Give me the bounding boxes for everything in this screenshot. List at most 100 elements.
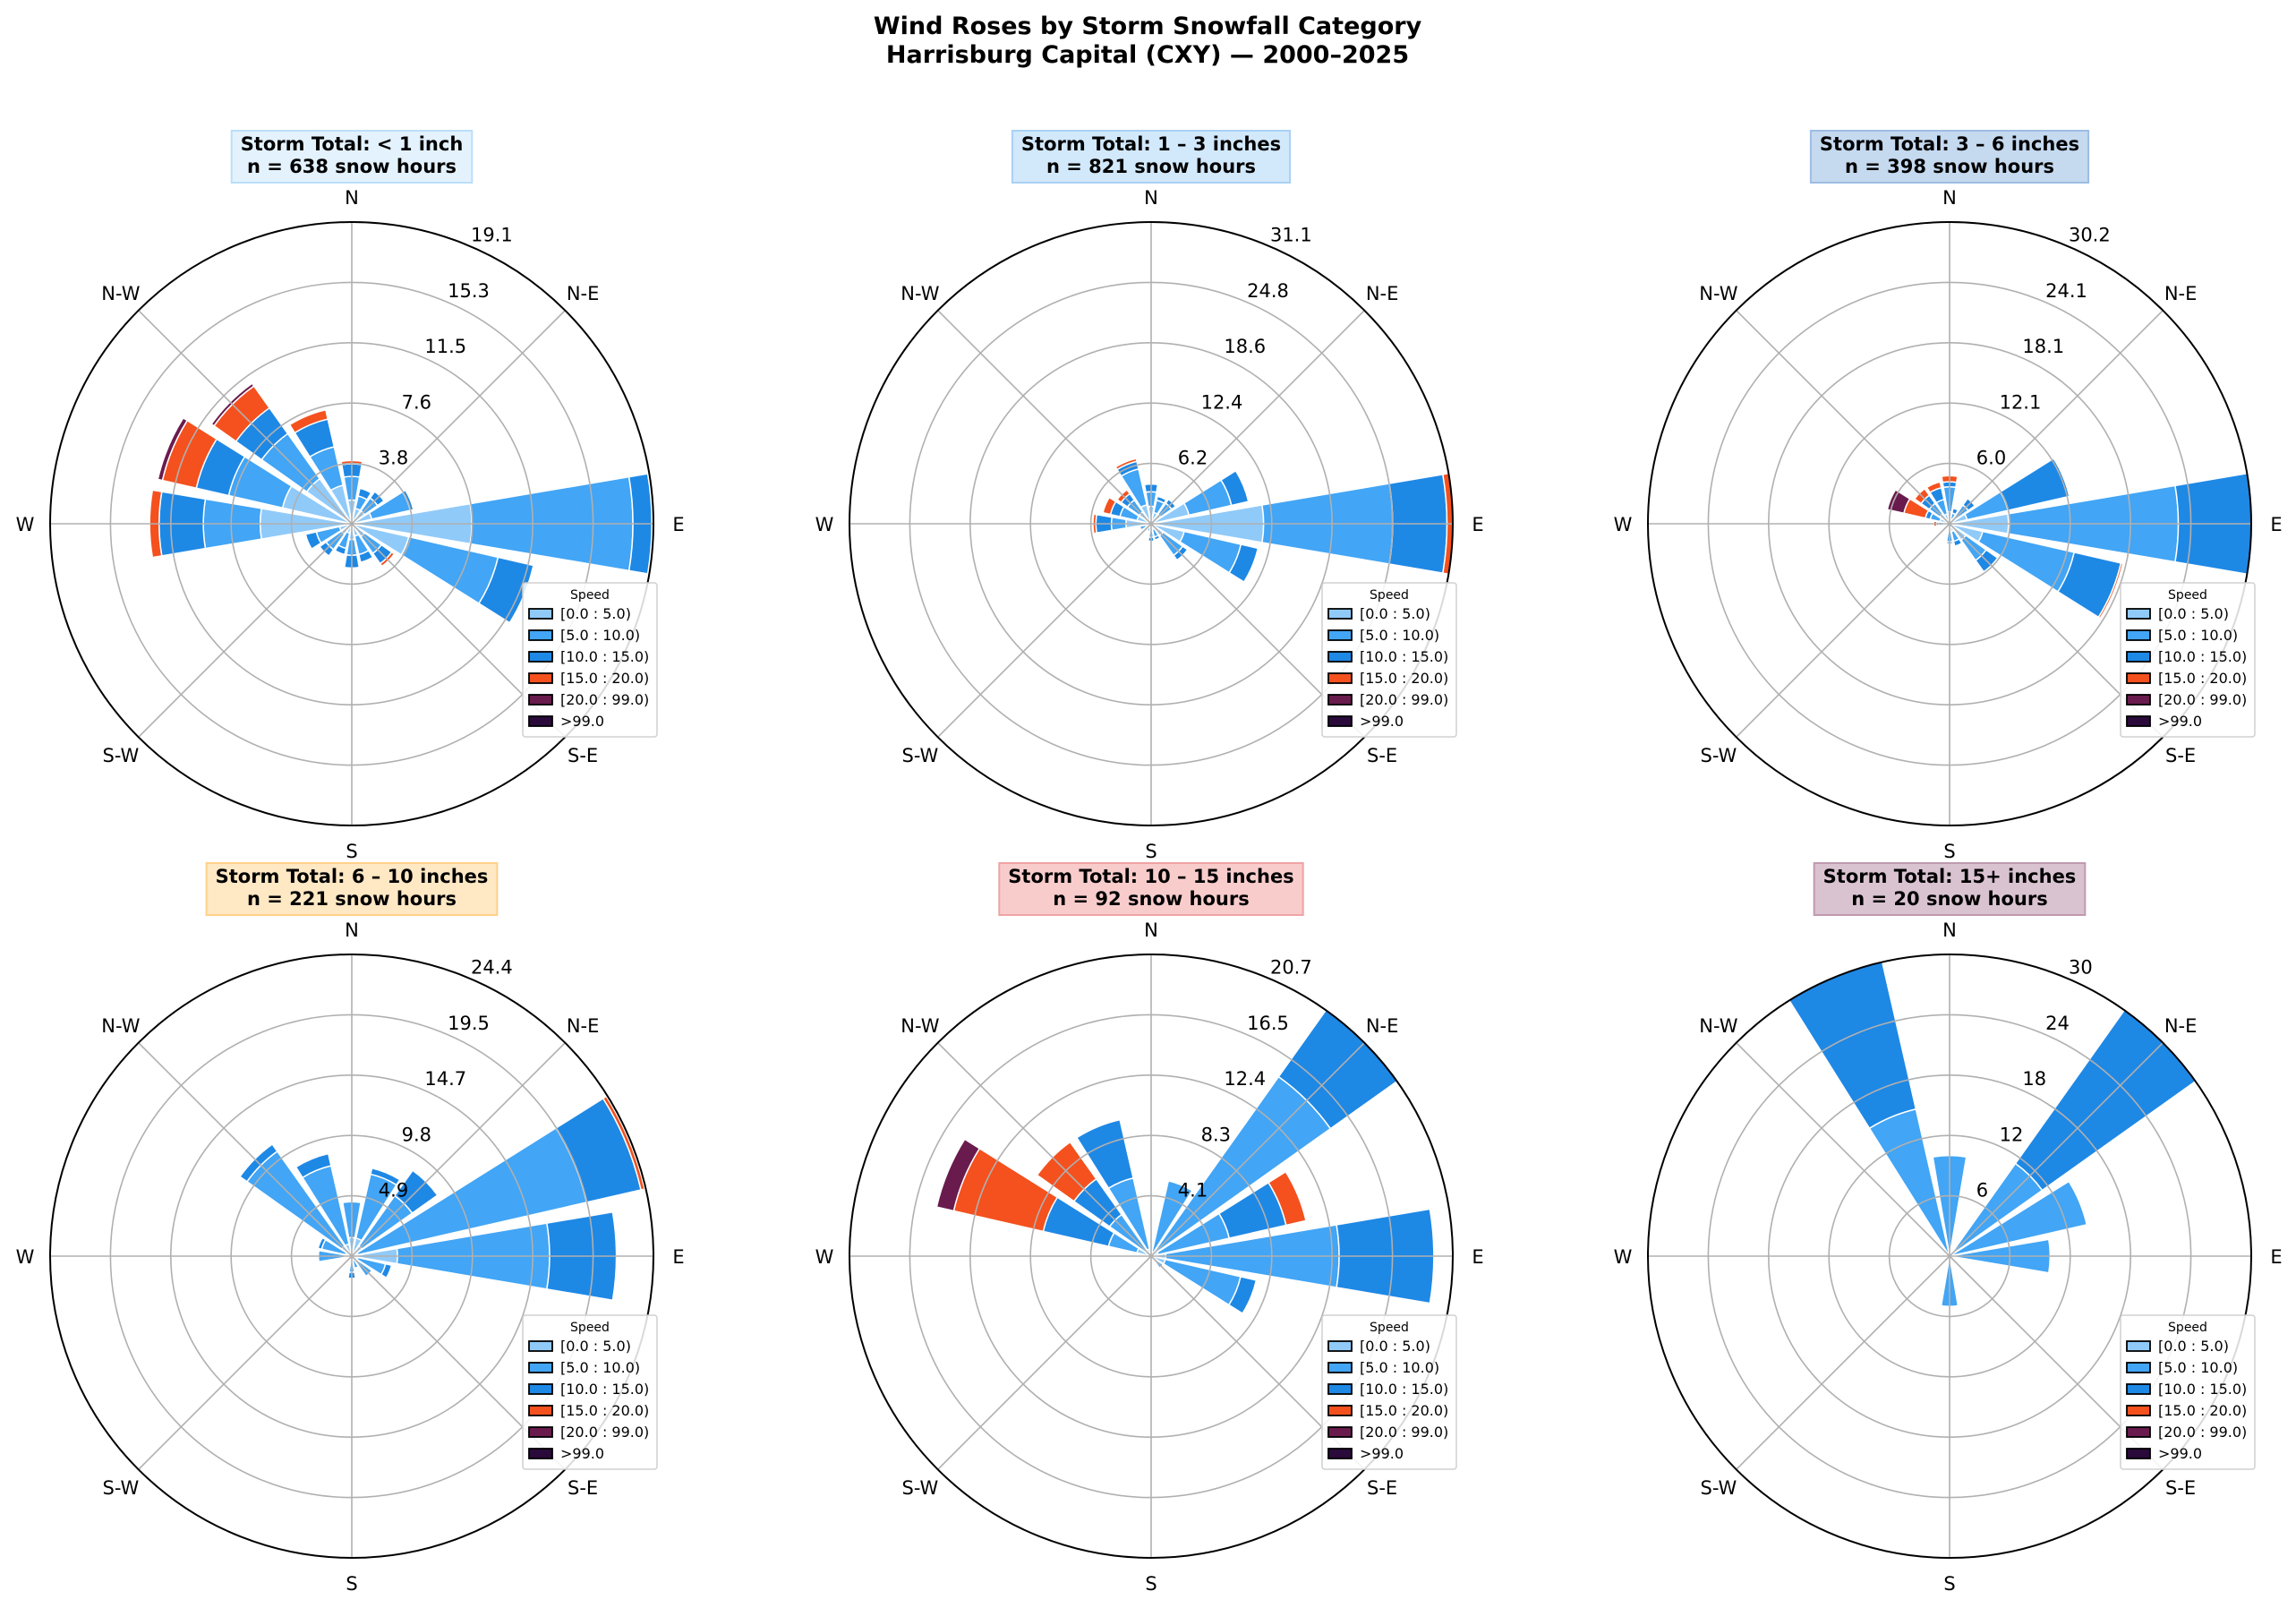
grid-ring (109, 281, 594, 766)
direction-label: E (1472, 1246, 1483, 1268)
legend-swatch (1327, 1448, 1353, 1459)
legend-entry: [20.0 : 99.0) (560, 1424, 649, 1441)
wind-rose-panel: 6.0 12.1 18.1 24.1 30.2 N N-E E S-E S S-W W N-W Storm… (1614, 130, 2283, 862)
legend-entry: [15.0 : 20.0) (560, 670, 649, 687)
bar-segment-wnw (317, 1236, 327, 1251)
spoke-line (1150, 310, 1365, 525)
legend-swatch (528, 1405, 553, 1416)
direction-label: N (1942, 919, 1957, 941)
direction-label: N-E (1366, 283, 1399, 304)
legend-entry: >99.0 (1360, 713, 1404, 730)
legend-entry: [0.0 : 5.0) (2158, 605, 2229, 622)
radial-tick-label: 7.6 (402, 391, 431, 413)
grid-ring (1029, 402, 1273, 646)
legend-swatch (1327, 1426, 1353, 1438)
direction-label: N (345, 919, 359, 941)
radial-tick-label: 3.8 (379, 448, 408, 469)
legend-swatch (2126, 1426, 2151, 1438)
wind-rose-panel: 4.9 9.8 14.7 19.5 24.4 N N-E E S-E S S-W W N-W Storm … (16, 862, 685, 1595)
direction-label: S (1943, 841, 1955, 862)
legend-swatch (528, 608, 553, 620)
direction-label: S-W (102, 745, 139, 766)
legend-swatch (1327, 629, 1353, 641)
legend-frame (1321, 1314, 1457, 1470)
bar-segment-wnw (157, 416, 189, 482)
legend-swatch (2126, 672, 2151, 684)
bar-segment-nne (1156, 495, 1167, 505)
legend-entry: [5.0 : 10.0) (2158, 627, 2238, 644)
outer-circle (49, 954, 654, 1559)
bar-segment-ese (477, 556, 534, 624)
panel-sample-size: n = 221 snow hours (247, 888, 457, 910)
bar-segment-sse (1952, 537, 1963, 547)
spoke-line (1736, 310, 1950, 525)
spoke-line (937, 1255, 1152, 1470)
radial-tick-label: 20.7 (1270, 957, 1312, 979)
legend-swatch (1327, 1383, 1353, 1395)
spoke-line (1949, 310, 2164, 525)
direction-label: S-W (1700, 1477, 1737, 1499)
grid-ring (1029, 1134, 1273, 1378)
legend-swatch (2126, 629, 2151, 641)
direction-label: N-W (1699, 1015, 1737, 1037)
grid-ring (909, 281, 1394, 766)
outer-circle (1647, 221, 2252, 826)
legend-swatch (1327, 672, 1353, 684)
direction-label: N-E (2164, 1015, 2198, 1037)
legend-entry: >99.0 (560, 713, 604, 730)
panel-title: Storm Total: 15+ inches (1823, 866, 2077, 887)
outer-circle (849, 221, 1454, 826)
direction-label: N-W (101, 1015, 140, 1037)
grid (849, 954, 1453, 1558)
legend-entry: [15.0 : 20.0) (2158, 1402, 2247, 1419)
legend-entry: [5.0 : 10.0) (1360, 627, 1439, 644)
radial-tick-label: 31.1 (1270, 225, 1312, 246)
legend-swatch (2126, 608, 2151, 620)
bar-segment-ese (380, 1262, 393, 1279)
speed-legend: Speed [0.0 : 5.0) [5.0 : 10.0) [10.0 : 15.0… (522, 582, 658, 738)
legend-swatch (2126, 694, 2151, 706)
direction-label: S-E (568, 1477, 598, 1499)
direction-label: N (1144, 187, 1158, 209)
speed-legend: Speed [0.0 : 5.0) [5.0 : 10.0) [10.0 : 15.0… (2120, 582, 2256, 738)
bar-segment-wnw (935, 1138, 981, 1212)
grid-ring (290, 1194, 414, 1318)
spoke-line (351, 310, 566, 525)
radial-tick-label: 11.5 (424, 336, 466, 357)
direction-label: E (1472, 514, 1483, 535)
outer-circle (1647, 954, 2252, 1559)
legend-entry: >99.0 (2158, 713, 2202, 730)
direction-label: N-E (567, 283, 600, 304)
legend-entry: >99.0 (2158, 1445, 2202, 1462)
bar-segment-nnw (288, 408, 329, 434)
legend-swatch (528, 1340, 553, 1352)
grid (50, 954, 653, 1558)
direction-label: W (16, 1246, 35, 1268)
grid-ring (969, 1074, 1334, 1439)
legend-frame (522, 1314, 658, 1470)
grid-ring (109, 1014, 594, 1499)
grid-ring (1089, 462, 1213, 586)
direction-label: N-W (900, 1015, 939, 1037)
panel-sample-size: n = 821 snow hours (1046, 156, 1256, 177)
panel-sample-size: n = 638 snow hours (247, 156, 457, 177)
grid-ring (230, 1134, 474, 1378)
legend-swatch (1327, 1340, 1353, 1352)
radial-tick-label: 24.8 (1247, 280, 1289, 302)
grid (849, 222, 1453, 825)
direction-label: N-W (1699, 283, 1737, 304)
panel-sample-size: n = 92 snow hours (1053, 888, 1249, 910)
direction-label: N-E (567, 1015, 600, 1037)
direction-label: S-E (568, 745, 598, 766)
direction-label: S-E (1367, 1477, 1397, 1499)
legend-entry: [10.0 : 15.0) (1360, 1381, 1448, 1398)
legend-entry: [10.0 : 15.0) (2158, 1381, 2247, 1398)
radial-tick-label: 19.5 (448, 1013, 490, 1034)
radial-tick-label: 6.0 (1976, 448, 2006, 469)
bar-segment-nne (357, 487, 372, 501)
grid-ring (170, 341, 533, 706)
legend-entry: [15.0 : 20.0) (560, 1402, 649, 1419)
radial-tick-label: 30.2 (2069, 225, 2111, 246)
radial-tick-label: 18.1 (2022, 336, 2064, 357)
